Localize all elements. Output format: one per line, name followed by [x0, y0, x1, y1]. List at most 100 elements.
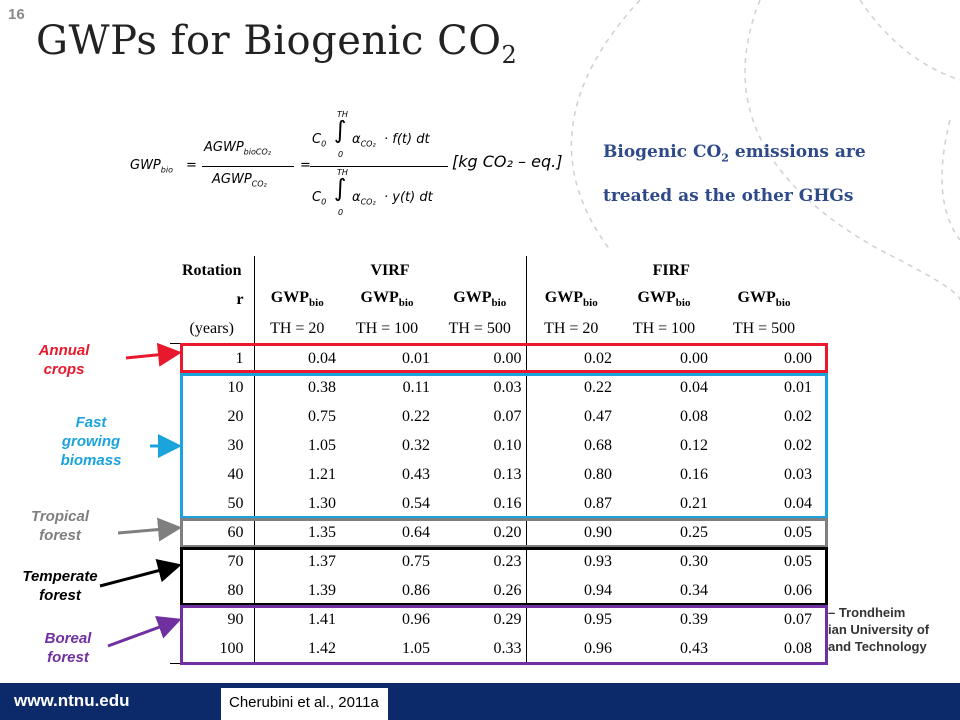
formula-frac1-denominator: AGWPCO₂: [212, 172, 267, 189]
formula-unit: [kg CO₂ – eq.]: [452, 152, 563, 171]
header-gwp-bio: GWPbio: [737, 289, 791, 310]
header-unit-th: TH = 20: [253, 314, 340, 344]
rotation-cell: 80: [227, 581, 244, 599]
table-row: 90 1.41 0.96 0.29 0.95 0.39 0.07: [170, 605, 816, 634]
formula-frac2-den-alpha: αCO₂: [352, 190, 376, 207]
tropical-forest-label: Tropical forest: [30, 508, 90, 544]
table-row: 70 1.37 0.75 0.23 0.93 0.30 0.05: [170, 547, 816, 576]
decorative-arc-1: [570, 0, 641, 251]
gwp-value-cell: 0.22: [525, 373, 616, 402]
gwp-value-cell: 1.05: [340, 634, 434, 664]
gwp-value-cell: 0.94: [525, 576, 616, 605]
gwp-value-cell: 1.39: [253, 576, 340, 605]
table-row: 30 1.05 0.32 0.10 0.68 0.12 0.02: [170, 431, 816, 460]
gwp-table: Rotation VIRF FIRF r GWPbio GWPbio GWPbi…: [170, 256, 816, 664]
gwp-value-cell: 0.32: [402, 436, 430, 454]
table-row: 40 1.21 0.43 0.13 0.80 0.16 0.03: [170, 460, 816, 489]
decorative-arc-2: [744, 0, 960, 301]
table-row: 20 0.75 0.22 0.07 0.47 0.08 0.02: [170, 402, 816, 431]
header-gwp-bio: GWPbio: [525, 285, 616, 314]
rotation-cell: 40: [227, 465, 244, 483]
gwp-value-cell: 0.30: [680, 552, 708, 570]
table-row: 50 1.30 0.54 0.16 0.87 0.21 0.04: [170, 489, 816, 518]
formula-lhs: GWPbio: [130, 158, 173, 175]
table-row: 1 0.04 0.01 0.00 0.02 0.00 0.00: [170, 343, 816, 373]
formula-frac2-num-alpha: αCO₂: [352, 132, 376, 149]
gwp-value-cell: 0.16: [680, 465, 708, 483]
rotation-cell: 60: [227, 523, 244, 541]
formula-frac2-num-upper: TH: [337, 110, 348, 119]
header-unit-th: TH = 100: [632, 319, 696, 337]
formula-equals-1: =: [186, 158, 197, 173]
gwp-value-cell: 0.96: [402, 610, 430, 628]
table-unit-header-row: (years) TH = 20 TH = 100 TH = 500 TH = 2…: [170, 314, 816, 344]
temperate-forest-label: Temperate forest: [22, 568, 98, 604]
slide-title-main: GWPs for Biogenic CO: [36, 18, 502, 64]
gwp-value-cell: 0.22: [402, 407, 430, 425]
gwp-value-cell: 0.93: [525, 547, 616, 576]
decorative-arc-4: [941, 119, 960, 241]
gwp-value-cell: 0.02: [784, 407, 812, 425]
gwp-value-cell: 0.47: [525, 402, 616, 431]
table-row: 80 1.39 0.86 0.26 0.94 0.34 0.06: [170, 576, 816, 605]
table-row: 100 1.42 1.05 0.33 0.96 0.43 0.08: [170, 634, 816, 664]
header-r: r: [236, 290, 244, 308]
table-group-header-row: Rotation VIRF FIRF: [170, 256, 816, 285]
gwp-value-cell: 0.13: [493, 465, 522, 483]
gwp-value-cell: 0.04: [680, 378, 708, 396]
gwp-value-cell: 0.01: [340, 343, 434, 373]
formula-frac2-num-func: · f(t) dt: [384, 132, 430, 147]
gwp-value-cell: 0.03: [784, 465, 812, 483]
gwp-value-cell: 1.35: [253, 518, 340, 547]
gwp-value-cell: 0.01: [784, 378, 812, 396]
formula-frac2-num-lower: 0: [338, 150, 344, 159]
integral-sign-icon: ∫: [334, 116, 347, 144]
formula-frac2-bar: [310, 166, 448, 167]
fast-growing-biomass-label: Fast growing biomass: [60, 414, 122, 469]
gwp-value-cell: 1.41: [253, 605, 340, 634]
rotation-cell: 90: [227, 610, 244, 628]
formula-equals-2: =: [300, 158, 311, 173]
note-line-1: Biogenic CO2 emissions are: [603, 142, 866, 165]
citation-text: Cherubini et al., 2011a: [229, 694, 379, 711]
gwp-value-cell: 0.23: [493, 552, 522, 570]
table-sub-header-row: r GWPbio GWPbio GWPbio GWPbio GWPbio GWP…: [170, 285, 816, 314]
gwp-value-cell: 0.43: [402, 465, 430, 483]
gwp-value-cell: 0.10: [493, 436, 522, 454]
gwp-value-cell: 0.64: [402, 523, 430, 541]
gwp-value-cell: 1.42: [253, 634, 340, 664]
formula-frac2-den-c: C0: [312, 190, 327, 207]
slide-title-subscript: 2: [501, 41, 518, 69]
slide-number: 16: [8, 6, 25, 23]
tropical-forest-arrow-icon: [117, 517, 182, 542]
header-unit-th: TH = 20: [525, 314, 616, 344]
gwp-value-cell: 0.04: [253, 343, 340, 373]
gwp-value-cell: 0.04: [784, 494, 812, 512]
table-row: 10 0.38 0.11 0.03 0.22 0.04 0.01: [170, 373, 816, 402]
gwp-bio-formula: GWPbio = AGWPbioCO₂ AGWPCO₂ = C0 TH ∫ 0 …: [130, 110, 580, 225]
integral-sign-icon: ∫: [334, 174, 347, 202]
gwp-value-cell: 0.90: [525, 518, 616, 547]
gwp-value-cell: 0.08: [712, 634, 816, 664]
gwp-value-cell: 0.26: [493, 581, 522, 599]
gwp-value-cell: 1.37: [253, 547, 340, 576]
annual-crops-arrow-icon: [125, 342, 182, 367]
header-unit-th: TH = 100: [355, 319, 419, 337]
gwp-value-cell: 0.06: [784, 581, 812, 599]
formula-frac2-den-lower: 0: [338, 208, 344, 217]
footer-bar: [0, 683, 960, 720]
rotation-cell: 70: [227, 552, 244, 570]
temperate-forest-arrow-icon: [99, 558, 182, 588]
rotation-cell: 30: [227, 436, 244, 454]
rotation-cell: 50: [227, 494, 244, 512]
slide-title: GWPs for Biogenic CO2: [36, 18, 517, 69]
gwp-value-cell: 0.96: [525, 634, 616, 664]
gwp-value-cell: 0.33: [434, 634, 526, 664]
gwp-value-cell: 0.34: [680, 581, 708, 599]
formula-frac2-den-upper: TH: [337, 168, 348, 177]
gwp-value-cell: 0.68: [525, 431, 616, 460]
gwp-value-cell: 0.25: [680, 523, 708, 541]
gwp-value-cell: 0.11: [402, 378, 430, 396]
gwp-value-cell: 0.86: [402, 581, 430, 599]
gwp-value-cell: 0.29: [493, 610, 522, 628]
